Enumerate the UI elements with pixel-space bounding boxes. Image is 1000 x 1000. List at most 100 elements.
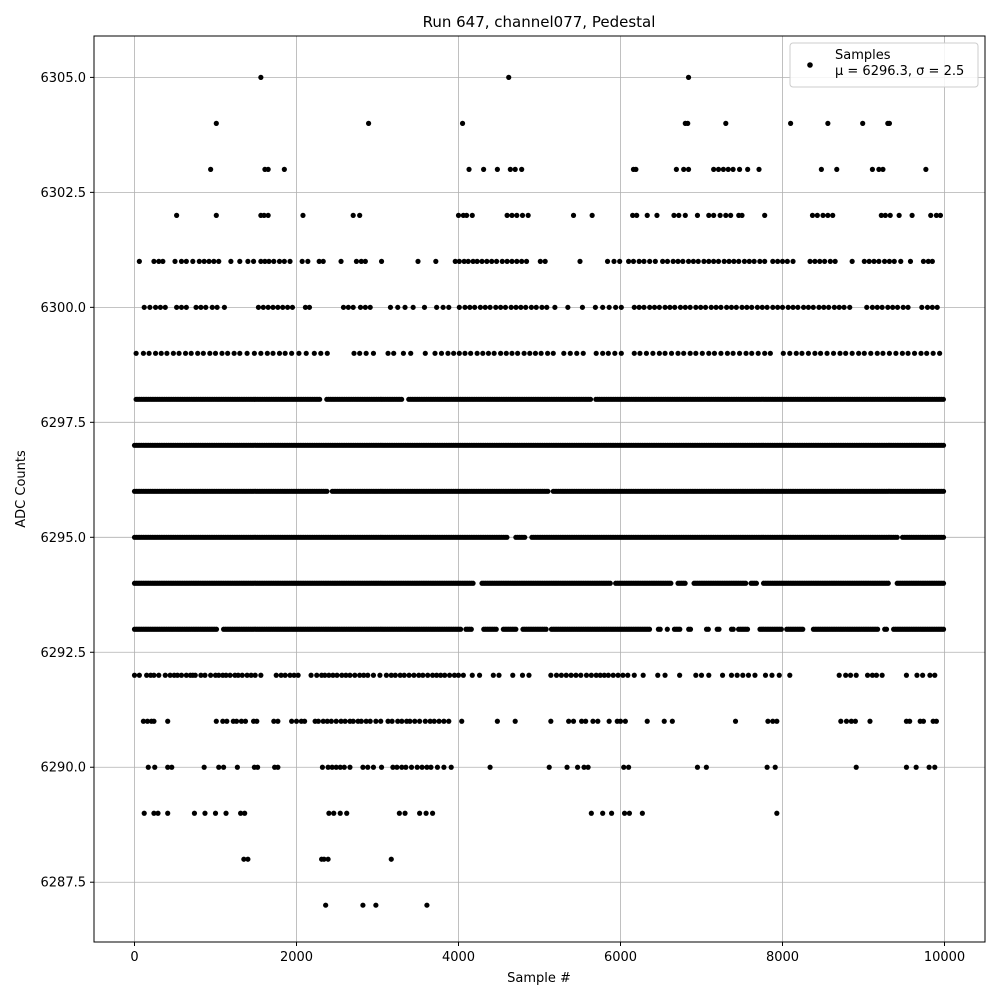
- data-point: [477, 304, 483, 310]
- data-point: [617, 258, 623, 264]
- data-point: [461, 258, 467, 264]
- x-axis-label: Sample #: [507, 971, 571, 986]
- data-point: [262, 258, 268, 264]
- legend: Samples μ = 6296.3, σ = 2.5: [789, 42, 979, 88]
- data-point: [836, 304, 842, 310]
- data-point: [937, 212, 944, 218]
- data-point: [630, 212, 636, 218]
- data-point: [250, 258, 257, 264]
- data-point: [242, 718, 249, 724]
- data-point: [681, 350, 687, 356]
- data-point: [434, 304, 440, 310]
- data-point: [871, 258, 877, 264]
- data-point: [553, 672, 560, 678]
- data-point: [459, 120, 466, 126]
- data-point: [144, 672, 150, 678]
- data-point: [225, 350, 231, 356]
- data-point: [809, 212, 816, 218]
- data-point: [282, 672, 288, 678]
- data-point: [485, 350, 492, 356]
- data-point: [487, 304, 493, 310]
- data-point: [270, 350, 276, 356]
- data-point: [626, 810, 633, 816]
- data-point: [276, 350, 283, 356]
- data-point: [775, 304, 781, 310]
- data-point: [940, 488, 947, 494]
- data-point: [228, 258, 234, 264]
- data-point: [176, 350, 182, 356]
- data-point: [853, 764, 859, 770]
- data-point: [280, 304, 286, 310]
- data-point: [462, 350, 468, 356]
- data-point: [652, 258, 658, 264]
- data-point: [399, 396, 405, 402]
- data-point: [216, 764, 222, 770]
- data-point: [585, 764, 591, 770]
- data-point: [525, 212, 531, 218]
- data-point: [878, 212, 884, 218]
- data-point: [451, 350, 457, 356]
- data-point: [209, 304, 215, 310]
- data-point: [563, 672, 569, 678]
- data-point: [852, 718, 859, 724]
- data-point: [861, 350, 867, 356]
- data-point: [654, 212, 660, 218]
- data-point: [474, 258, 480, 264]
- data-point: [780, 350, 786, 356]
- data-point: [395, 718, 401, 724]
- data-point: [741, 258, 748, 264]
- data-point: [208, 672, 214, 678]
- data-point: [574, 764, 581, 770]
- data-point: [698, 304, 704, 310]
- x-tick-label: 8000: [766, 950, 799, 965]
- y-tick-label: 6305.0: [41, 71, 87, 86]
- data-point: [864, 672, 871, 678]
- data-point: [869, 304, 876, 310]
- data-point: [221, 764, 227, 770]
- data-point: [258, 258, 264, 264]
- data-point: [787, 672, 793, 678]
- data-point: [251, 350, 257, 356]
- data-point: [924, 304, 931, 310]
- plot-frame: [93, 35, 986, 943]
- data-point: [769, 672, 775, 678]
- data-point: [841, 304, 847, 310]
- data-point: [592, 304, 598, 310]
- data-point: [537, 258, 543, 264]
- data-point: [158, 350, 164, 356]
- data-point: [329, 764, 335, 770]
- data-point: [817, 258, 823, 264]
- data-point: [548, 718, 554, 724]
- data-point: [390, 764, 396, 770]
- data-point: [213, 626, 220, 632]
- data-point: [196, 258, 202, 264]
- data-point: [830, 212, 836, 218]
- data-point: [662, 304, 668, 310]
- data-point: [644, 718, 650, 724]
- data-point: [431, 718, 437, 724]
- data-point: [350, 304, 356, 310]
- data-point: [898, 258, 904, 264]
- data-point: [448, 764, 454, 770]
- data-point: [131, 672, 138, 678]
- data-point: [606, 304, 612, 310]
- data-point: [219, 350, 225, 356]
- data-point: [156, 672, 162, 678]
- data-point: [905, 350, 911, 356]
- data-point: [324, 718, 330, 724]
- data-point: [436, 718, 442, 724]
- data-point: [593, 672, 599, 678]
- data-point: [807, 258, 813, 264]
- data-point: [410, 304, 416, 310]
- data-point: [316, 258, 322, 264]
- data-point: [347, 764, 353, 770]
- data-point: [265, 304, 271, 310]
- data-point: [874, 350, 880, 356]
- data-point: [491, 350, 497, 356]
- data-point: [728, 304, 735, 310]
- data-point: [590, 718, 596, 724]
- data-point: [641, 304, 647, 310]
- data-point: [389, 718, 395, 724]
- data-point: [882, 212, 888, 218]
- data-point: [322, 672, 328, 678]
